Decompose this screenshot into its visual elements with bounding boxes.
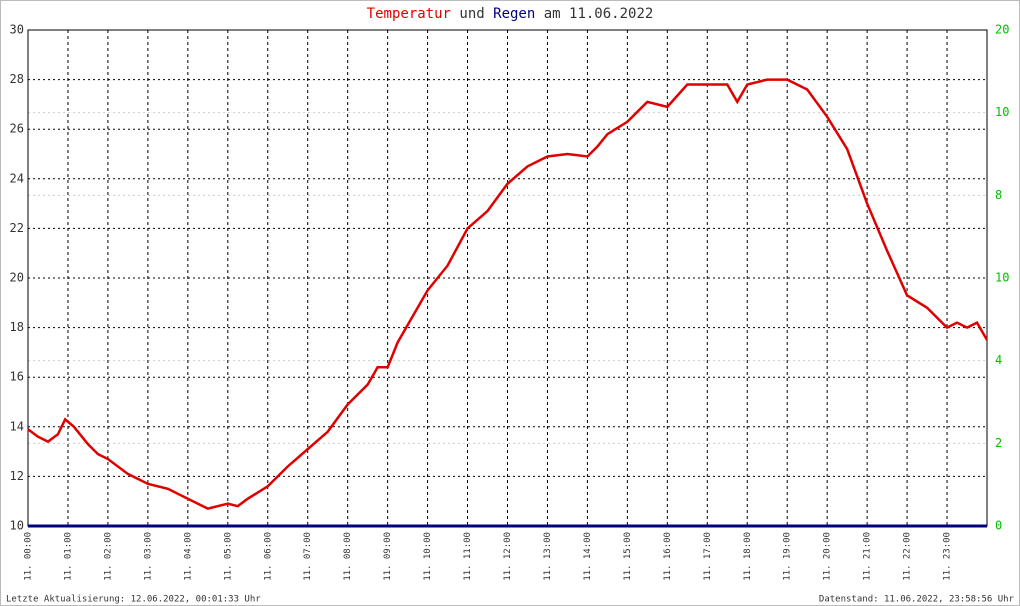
y2-tick-label: 4 [995, 353, 1002, 367]
y-tick-label: 20 [10, 271, 24, 285]
x-tick-label: 11. 16:00 [663, 532, 673, 581]
y-tick-label: 30 [10, 23, 24, 37]
x-tick-label: 11. 10:00 [423, 532, 433, 581]
x-tick-label: 11. 12:00 [503, 532, 513, 581]
x-tick-label: 11. 23:00 [943, 532, 953, 581]
x-tick-label: 11. 05:00 [223, 532, 233, 581]
x-tick-label: 11. 17:00 [703, 532, 713, 581]
y-tick-label: 26 [10, 122, 24, 136]
x-tick-label: 11. 19:00 [783, 532, 793, 581]
x-tick-label: 11. 04:00 [183, 532, 193, 581]
y2-tick-label: 20 [995, 23, 1009, 37]
y-tick-label: 12 [10, 469, 24, 483]
y-tick-label: 10 [10, 519, 24, 533]
y2-tick-label: 2 [995, 436, 1002, 450]
y2-tick-label: 10 [995, 105, 1009, 119]
y-tick-label: 18 [10, 320, 24, 334]
x-tick-label: 11. 09:00 [383, 532, 393, 581]
title-rain: Regen [493, 6, 535, 22]
footer-right: Datenstand: 11.06.2022, 23:58:56 Uhr [819, 595, 1015, 605]
x-tick-label: 11. 20:00 [823, 532, 833, 581]
x-tick-label: 11. 00:00 [24, 532, 34, 581]
x-tick-label: 11. 18:00 [743, 532, 753, 581]
x-tick-label: 11. 07:00 [303, 532, 313, 581]
series-line [27, 78, 989, 510]
title-temp: Temperatur [367, 6, 451, 22]
x-tick-label: 11. 06:00 [263, 532, 273, 581]
x-tick-label: 11. 13:00 [543, 532, 553, 581]
y2-tick-label: 0 [995, 519, 1002, 533]
x-tick-label: 11. 22:00 [903, 532, 913, 581]
x-tick-label: 11. 15:00 [623, 532, 633, 581]
x-tick-label: 11. 01:00 [63, 532, 73, 581]
y2-tick-label: 8 [995, 188, 1002, 202]
x-tick-label: 11. 03:00 [143, 532, 153, 581]
y-tick-label: 28 [10, 72, 24, 86]
x-tick-label: 11. 08:00 [343, 532, 353, 581]
y-tick-label: 22 [10, 221, 24, 235]
x-tick-label: 11. 11:00 [463, 532, 473, 581]
title-date: am 11.06.2022 [544, 6, 654, 22]
y-tick-label: 24 [10, 171, 24, 185]
y2-tick-label: 10 [995, 271, 1009, 285]
x-tick-label: 11. 21:00 [863, 532, 873, 581]
x-tick-label: 11. 02:00 [103, 532, 113, 581]
footer-left: Letzte Aktualisierung: 12.06.2022, 00:01… [6, 595, 261, 605]
chart-title: Temperatur und Regen am 11.06.2022 [367, 6, 654, 22]
y-tick-label: 16 [10, 370, 24, 384]
x-tick-label: 11. 14:00 [583, 532, 593, 581]
y-tick-label: 14 [10, 419, 24, 433]
title-connector: und [459, 6, 484, 22]
